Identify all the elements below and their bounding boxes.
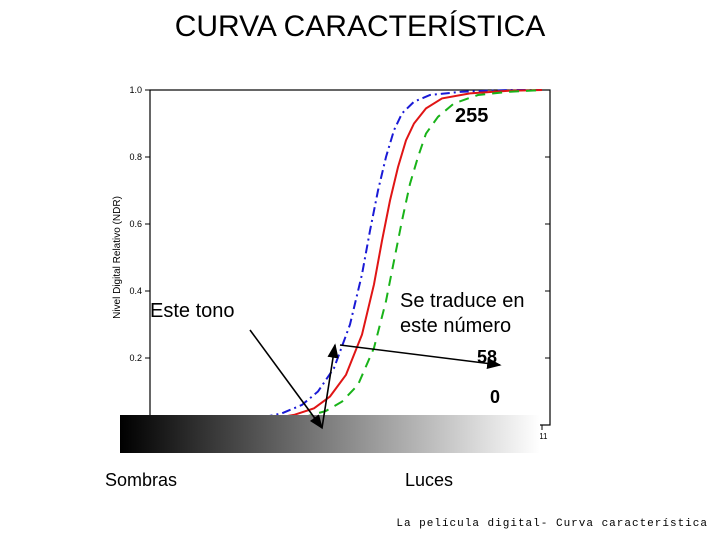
label-255: 255 xyxy=(455,105,488,128)
svg-text:0.8: 0.8 xyxy=(129,152,142,162)
svg-text:0.6: 0.6 xyxy=(129,219,142,229)
svg-text:0.2: 0.2 xyxy=(129,353,142,363)
label-sombras: Sombras xyxy=(105,470,177,491)
label-0: 0 xyxy=(490,387,500,408)
svg-text:1.0: 1.0 xyxy=(129,85,142,95)
annotation-se-traduce: Se traduce eneste número xyxy=(400,289,525,339)
characteristic-curve-chart: 0.00.20.40.60.81.010-11Nivel Digital Rel… xyxy=(110,80,590,440)
annotation-se-traduce-line1: Se traduce eneste número xyxy=(400,290,525,337)
svg-text:Nivel Digital Relativo (NDR): Nivel Digital Relativo (NDR) xyxy=(112,196,123,319)
page-title: CURVA CARACTERÍSTICA xyxy=(0,10,720,44)
label-luces: Luces xyxy=(405,470,453,491)
footer-caption: La película digital- Curva característic… xyxy=(396,518,708,530)
annotation-este-tono: Este tono xyxy=(150,300,235,323)
svg-text:0.4: 0.4 xyxy=(129,286,142,296)
gradient-bar xyxy=(120,415,540,453)
label-58: 58 xyxy=(477,347,497,368)
